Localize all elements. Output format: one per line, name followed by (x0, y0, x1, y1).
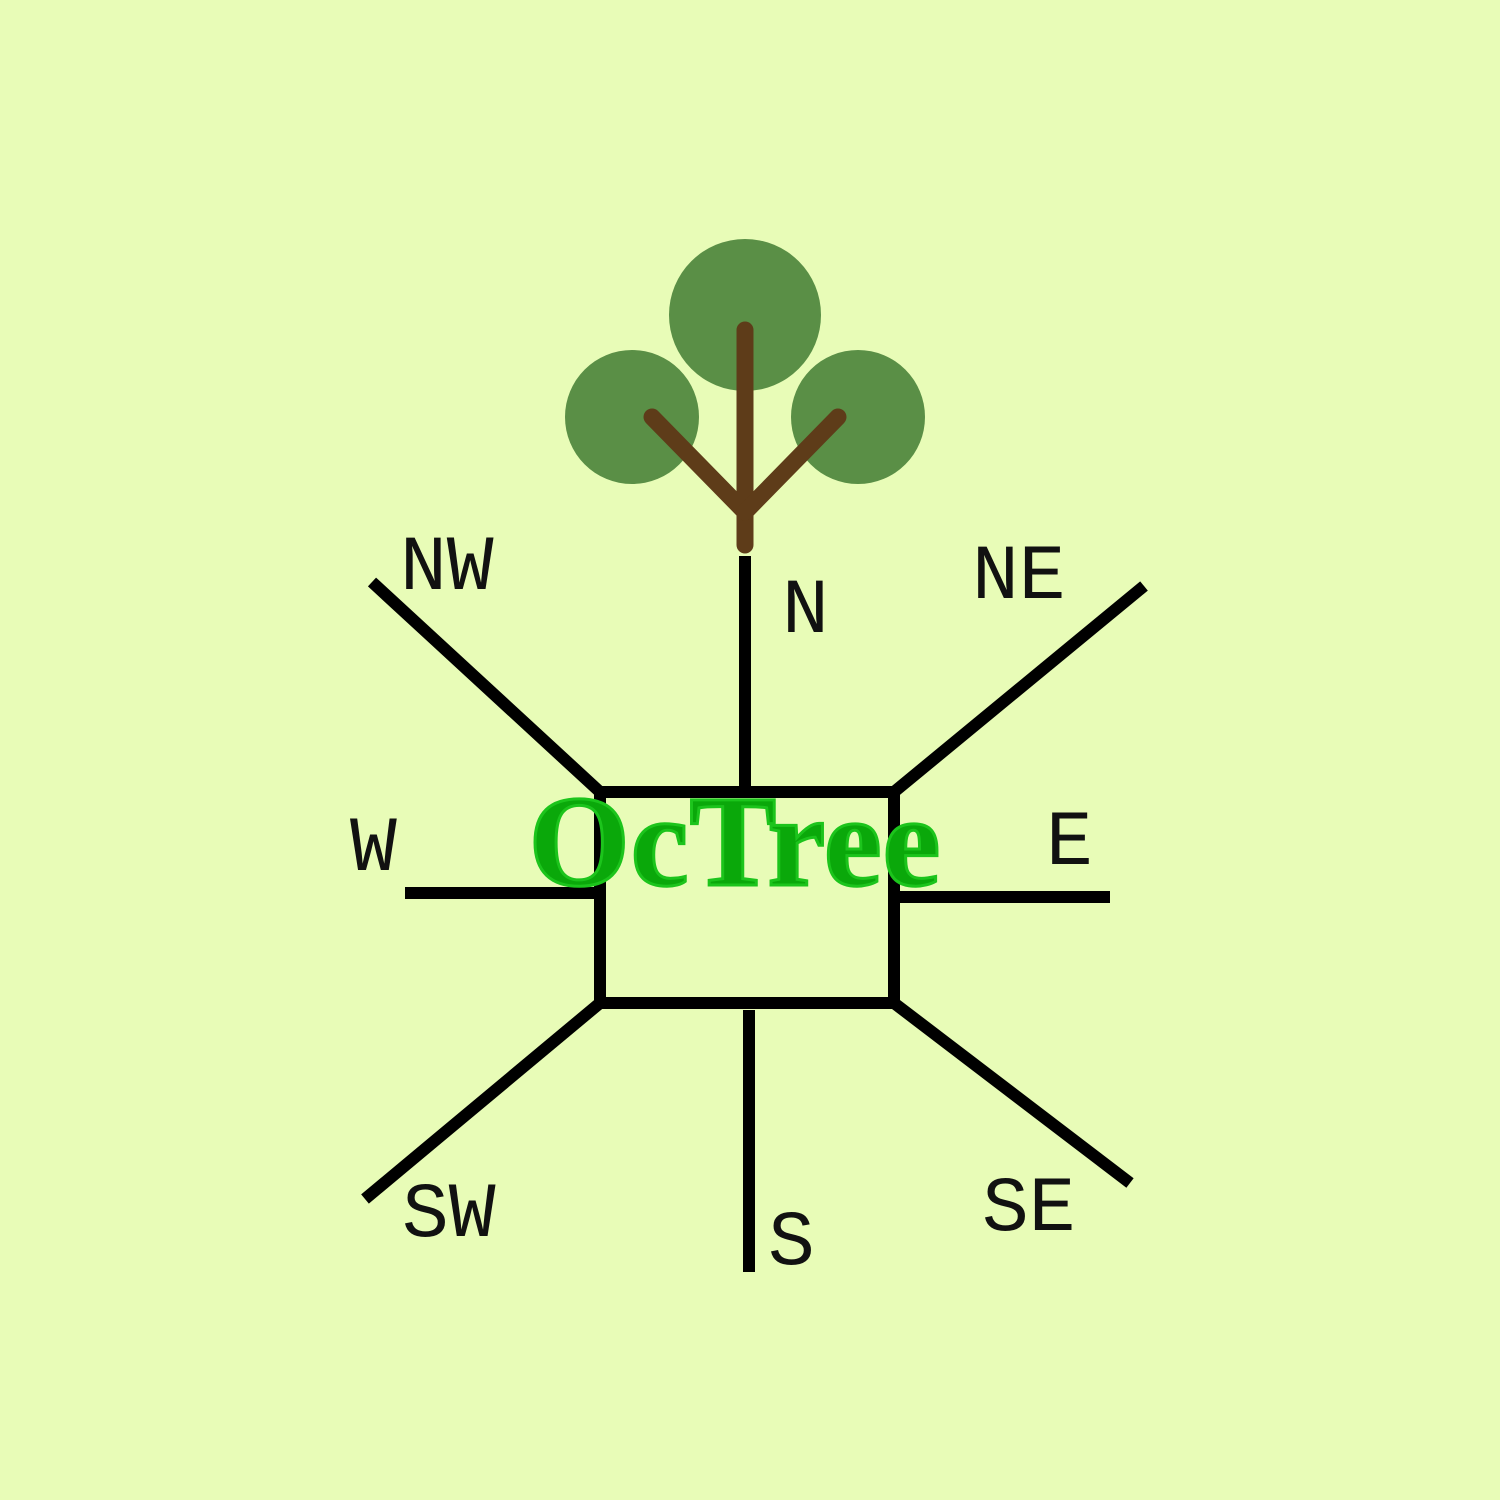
foliage-top (669, 239, 821, 391)
label-se: SE (982, 1166, 1076, 1254)
line-ne (890, 581, 1148, 797)
foliage-right (791, 350, 925, 484)
line-nw (367, 577, 605, 797)
foliage-left (565, 350, 699, 484)
line-se (890, 998, 1134, 1188)
logo-title: OcTree (529, 770, 942, 914)
label-sw: SW (402, 1172, 496, 1260)
line-sw (361, 998, 604, 1204)
tree-trunk (643, 321, 847, 554)
label-ne: NE (972, 534, 1066, 622)
label-w: W (350, 806, 397, 894)
label-s: S (768, 1200, 815, 1288)
label-e: E (1046, 800, 1093, 888)
octree-diagram (361, 556, 1148, 1272)
label-nw: NW (400, 525, 494, 613)
label-n: N (782, 568, 829, 656)
tree-icon (565, 239, 925, 554)
